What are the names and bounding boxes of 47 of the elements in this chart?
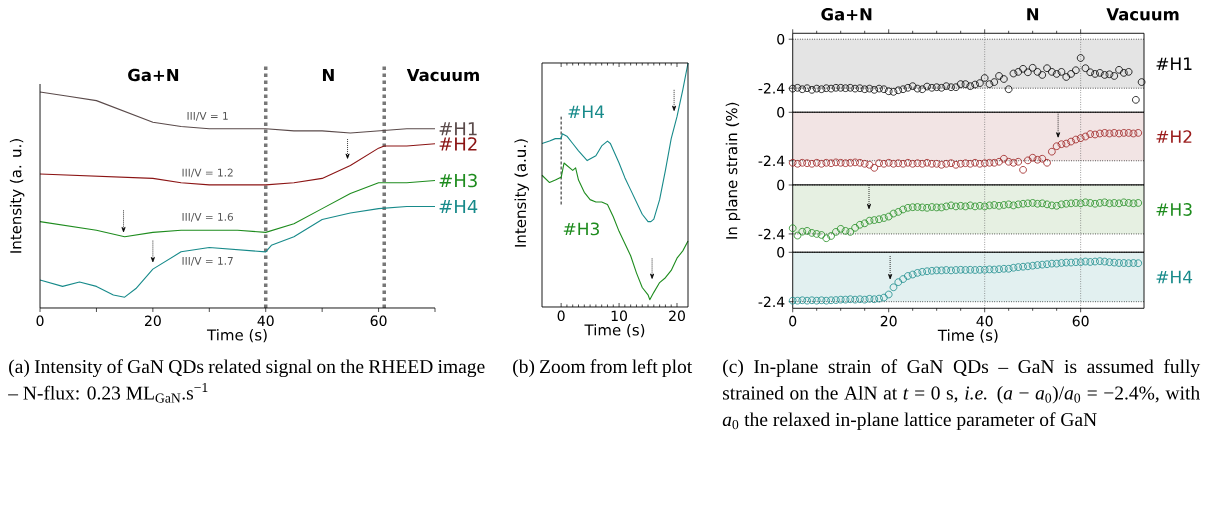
series-label: #H3: [563, 222, 599, 236]
annotation: III/V = 1.6: [182, 212, 234, 222]
x-tick-label: 0: [557, 310, 565, 322]
text: (a) Intensity of GaN QDs related signal on the RHEED image – N-flux: 0.23 ML$_{GaN}$.s$^{−1}$: [8, 359, 485, 403]
series-label: #H4: [568, 105, 605, 118]
text: N: [1027, 8, 1039, 21]
y-tick-label: 0: [777, 33, 785, 45]
x-tick-label: 60: [370, 315, 387, 327]
series-label: #H4: [439, 199, 478, 214]
text: (b) Zoom from left plot: [513, 359, 693, 378]
y-tick-label: -2.4: [758, 228, 785, 240]
x-axis-title: Time (s): [937, 329, 998, 343]
x-tick-label: 60: [1072, 315, 1089, 327]
x-tick-label: 0: [789, 315, 797, 327]
x-tick-label: 20: [144, 315, 161, 327]
series-label: #H2: [439, 137, 477, 151]
series-label: #H2: [1156, 130, 1192, 143]
annotation: III/V = 1: [187, 112, 228, 121]
x-tick-label: 10: [611, 310, 628, 322]
series-label: #H3: [1156, 203, 1192, 216]
y-tick-label: -2.4: [758, 155, 785, 166]
text: Ga+N: [821, 8, 872, 21]
text: N: [322, 68, 334, 81]
y-axis-title: In plane strain (%): [725, 102, 741, 239]
y-axis-title: Intensity (a. u.): [9, 139, 25, 253]
y-tick-label: -2.4: [758, 83, 785, 94]
y-axis-title: Intensity (a.u.): [514, 139, 529, 247]
annotation: III/V = 1.2: [182, 168, 233, 178]
x-tick-label: 0: [36, 315, 44, 327]
series-label: #H1: [1156, 57, 1192, 70]
x-axis-title: Time (s): [584, 323, 645, 338]
y-tick-label: 0: [777, 179, 785, 191]
text: Ga+N: [128, 68, 179, 82]
y-tick-label: -2.4: [758, 296, 785, 307]
x-tick-label: 40: [976, 315, 993, 327]
series-label: #H1: [439, 122, 477, 136]
y-tick-label: 0: [777, 246, 785, 258]
annotation: III/V = 1.7: [182, 257, 233, 266]
text: Vacuum: [406, 68, 479, 82]
x-axis-title: Time (s): [206, 328, 267, 343]
y-tick-label: 0: [777, 106, 785, 118]
series-label: #H3: [439, 173, 477, 188]
x-tick-label: 20: [669, 310, 685, 322]
x-tick-label: 20: [880, 315, 897, 327]
series-label: #H4: [1156, 270, 1193, 284]
text: Vacuum: [1106, 8, 1179, 21]
x-tick-label: 40: [257, 315, 274, 327]
